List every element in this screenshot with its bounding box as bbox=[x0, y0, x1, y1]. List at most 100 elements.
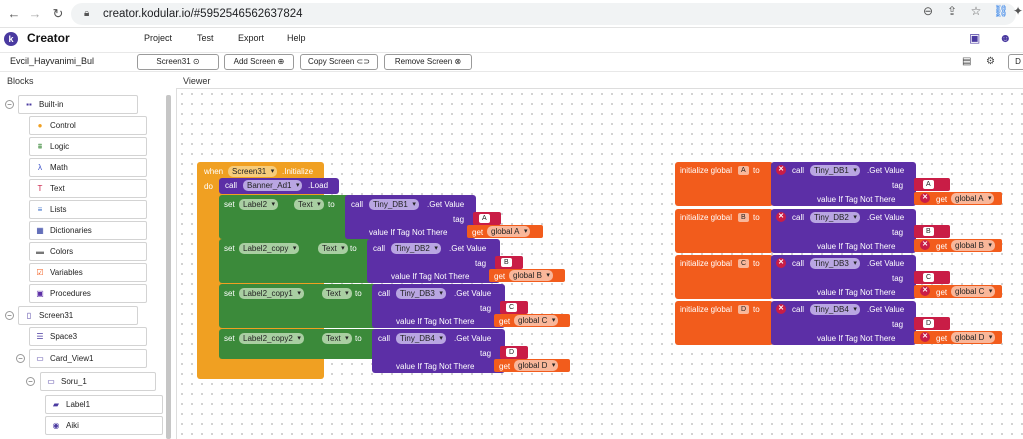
tinydb-dropdown[interactable]: Tiny_DB4 bbox=[810, 304, 860, 315]
global-variable-dropdown[interactable]: global D bbox=[951, 332, 996, 343]
error-icon[interactable]: ✕ bbox=[776, 212, 786, 222]
zoom-icon[interactable]: ⊖ bbox=[922, 4, 934, 18]
tree-item-logic[interactable]: ⩩ Logic bbox=[29, 137, 147, 156]
tinydb-dropdown[interactable]: Tiny_DB2 bbox=[391, 243, 441, 254]
set-label: set bbox=[224, 244, 235, 253]
tree-item-aiki[interactable]: ◉ Aiki bbox=[45, 416, 163, 435]
copy-screen-button[interactable]: Copy Screen ⊂⊃ bbox=[300, 54, 378, 70]
tinydb-dropdown[interactable]: Tiny_DB2 bbox=[810, 212, 860, 223]
tree-item-text[interactable]: T Text bbox=[29, 179, 147, 198]
tree-item-variables[interactable]: ☑ Variables bbox=[29, 263, 147, 282]
property-dropdown[interactable]: Text bbox=[322, 333, 352, 344]
tree-item-space[interactable]: ☰ Space3 bbox=[29, 327, 147, 346]
tree-item-soru[interactable]: ▭ Soru_1 bbox=[40, 372, 156, 391]
bookmark-star-icon[interactable]: ☆ bbox=[970, 4, 982, 18]
remove-screen-button[interactable]: Remove Screen ⊗ bbox=[384, 54, 472, 70]
error-icon[interactable]: ✕ bbox=[920, 332, 930, 342]
global-variable-dropdown[interactable]: global B bbox=[509, 270, 553, 281]
tinydb-dropdown[interactable]: Tiny_DB3 bbox=[396, 288, 446, 299]
tree-label: Soru_1 bbox=[61, 377, 87, 386]
property-dropdown[interactable]: Text bbox=[318, 243, 348, 254]
designer-button[interactable]: D bbox=[1008, 54, 1023, 70]
tag-label: tag bbox=[480, 304, 492, 313]
global-variable-dropdown[interactable]: global A bbox=[951, 193, 995, 204]
blocks-workspace[interactable]: when Screen31 .Initialize do call Banner… bbox=[176, 88, 1023, 439]
tree-item-label[interactable]: ▰ Label1 bbox=[45, 395, 163, 414]
error-icon[interactable]: ✕ bbox=[776, 258, 786, 268]
event-component-dropdown[interactable]: Screen31 bbox=[228, 166, 278, 177]
blocks-scrollbar[interactable] bbox=[166, 95, 171, 439]
tinydb-dropdown[interactable]: Tiny_DB4 bbox=[396, 333, 446, 344]
default-value-label: value If Tag Not There bbox=[391, 272, 470, 281]
share-icon[interactable]: ⇪ bbox=[946, 4, 958, 18]
tag-text-value[interactable]: D bbox=[923, 319, 935, 328]
tree-item-screen[interactable]: ▯ Screen31 bbox=[18, 306, 138, 325]
initialize-global-block[interactable] bbox=[675, 162, 773, 206]
folder-icon[interactable]: ▣ bbox=[969, 31, 981, 45]
label-component-dropdown[interactable]: Label2 bbox=[239, 199, 279, 210]
global-variable-dropdown[interactable]: global A bbox=[487, 226, 531, 237]
tag-text-value[interactable]: B bbox=[501, 258, 512, 267]
forward-icon[interactable]: → bbox=[28, 6, 42, 21]
menu-project[interactable]: Project bbox=[144, 33, 173, 43]
tree-label: Logic bbox=[50, 142, 70, 151]
tinydb-dropdown[interactable]: Tiny_DB1 bbox=[810, 165, 860, 176]
collapse-toggle-icon[interactable]: − bbox=[16, 354, 25, 363]
address-bar[interactable]: 🔒︎ creator.kodular.io/#5952546562637824 bbox=[71, 3, 1016, 25]
extension-icon[interactable]: ✦ bbox=[1012, 4, 1023, 18]
tinydb-dropdown[interactable]: Tiny_DB1 bbox=[369, 199, 419, 210]
error-icon[interactable]: ✕ bbox=[776, 304, 786, 314]
menu-test[interactable]: Test bbox=[197, 33, 214, 43]
settings-icon[interactable]: ⚙ bbox=[986, 56, 995, 67]
screen-select[interactable]: Screen31 ⊙ bbox=[137, 54, 219, 70]
tree-item-control[interactable]: ● Control bbox=[29, 116, 147, 135]
property-dropdown[interactable]: Text bbox=[294, 199, 324, 210]
error-icon[interactable]: ✕ bbox=[776, 165, 786, 175]
menu-help[interactable]: Help bbox=[287, 33, 306, 43]
property-dropdown[interactable]: Text bbox=[322, 288, 352, 299]
global-name-field[interactable]: D bbox=[738, 305, 750, 314]
collapse-toggle-icon[interactable]: − bbox=[5, 311, 14, 320]
tree-item-math[interactable]: λ Math bbox=[29, 158, 147, 177]
global-name-field[interactable]: C bbox=[738, 259, 750, 268]
global-name-field[interactable]: B bbox=[738, 213, 749, 222]
tree-label: Variables bbox=[50, 268, 83, 277]
label-component-dropdown[interactable]: Label2_copy1 bbox=[239, 288, 304, 299]
tree-item-lists[interactable]: ≡ Lists bbox=[29, 200, 147, 219]
error-icon[interactable]: ✕ bbox=[920, 286, 930, 296]
tinydb-dropdown[interactable]: Tiny_DB3 bbox=[810, 258, 860, 269]
account-icon[interactable]: ☻ bbox=[999, 31, 1012, 45]
image-icon[interactable]: ▤ bbox=[962, 56, 972, 67]
global-variable-dropdown[interactable]: global C bbox=[514, 315, 559, 326]
add-screen-button[interactable]: Add Screen ⊕ bbox=[224, 54, 294, 70]
tag-text-value[interactable]: C bbox=[506, 303, 518, 312]
collapse-toggle-icon[interactable]: − bbox=[5, 100, 14, 109]
link-icon[interactable]: ⛓ bbox=[993, 4, 1009, 18]
error-icon[interactable]: ✕ bbox=[920, 240, 930, 250]
tree-item-colors[interactable]: ▬ Colors bbox=[29, 242, 147, 261]
global-variable-dropdown[interactable]: global D bbox=[514, 360, 559, 371]
back-icon[interactable]: ← bbox=[7, 6, 21, 21]
global-variable-dropdown[interactable]: global C bbox=[951, 286, 996, 297]
global-name-field[interactable]: A bbox=[738, 166, 749, 175]
tree-item-builtin[interactable]: ▪▪ Built-in bbox=[18, 95, 138, 114]
tag-text-value[interactable]: D bbox=[506, 348, 518, 357]
global-variable-dropdown[interactable]: global B bbox=[951, 240, 995, 251]
tree-item-dictionaries[interactable]: ▦ Dictionaries bbox=[29, 221, 147, 240]
reload-icon[interactable]: ↻ bbox=[52, 6, 64, 21]
tag-text-value[interactable]: A bbox=[923, 180, 934, 189]
banner-component-dropdown[interactable]: Banner_Ad1 bbox=[243, 180, 303, 191]
tag-text-value[interactable]: A bbox=[479, 214, 490, 223]
label-component-dropdown[interactable]: Label2_copy2 bbox=[239, 333, 304, 344]
label-component-dropdown[interactable]: Label2_copy bbox=[239, 243, 300, 254]
tree-item-card-view[interactable]: ▭ Card_View1 bbox=[29, 349, 147, 368]
tag-text-value[interactable]: C bbox=[923, 273, 935, 282]
initialize-global-block[interactable] bbox=[675, 301, 773, 345]
tree-item-procedures[interactable]: ▣ Procedures bbox=[29, 284, 147, 303]
tag-text-value[interactable]: B bbox=[923, 227, 934, 236]
initialize-global-block[interactable] bbox=[675, 209, 773, 253]
initialize-global-block[interactable] bbox=[675, 255, 773, 299]
error-icon[interactable]: ✕ bbox=[920, 193, 930, 203]
collapse-toggle-icon[interactable]: − bbox=[26, 377, 35, 386]
menu-export[interactable]: Export bbox=[238, 33, 265, 43]
